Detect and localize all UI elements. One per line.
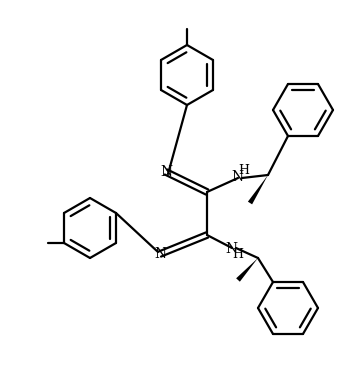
Polygon shape bbox=[236, 258, 258, 282]
Polygon shape bbox=[248, 175, 268, 204]
Text: N: N bbox=[225, 242, 237, 256]
Text: N: N bbox=[231, 170, 243, 184]
Text: H: H bbox=[239, 164, 250, 178]
Text: H: H bbox=[233, 249, 244, 261]
Text: N: N bbox=[160, 165, 172, 179]
Text: N: N bbox=[154, 247, 166, 261]
